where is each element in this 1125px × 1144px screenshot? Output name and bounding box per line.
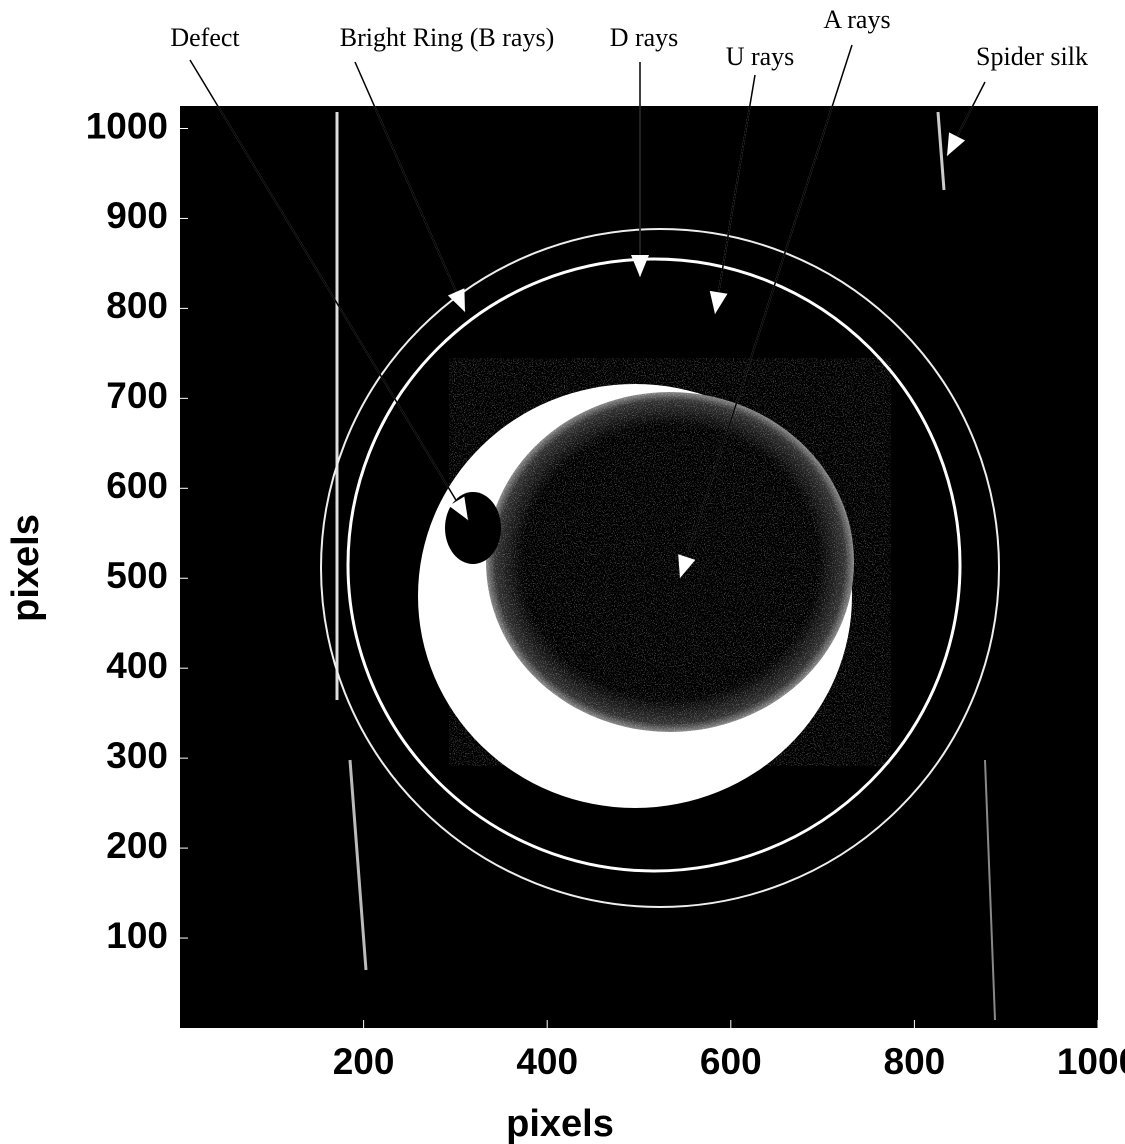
- annotation-arrow: [679, 44, 853, 579]
- streak: [348, 759, 368, 971]
- y-tick-label: 300: [106, 735, 168, 776]
- y-tick-label: 700: [106, 375, 168, 416]
- streak: [984, 759, 996, 1021]
- arrow-head: [678, 554, 696, 578]
- y-tick-label: 100: [106, 915, 168, 956]
- defect: [445, 492, 501, 564]
- y-axis-label: pixels: [5, 514, 47, 622]
- x-tick-label: 1000: [1057, 1041, 1125, 1082]
- annotation-label: D rays: [610, 23, 679, 52]
- spider-silk: [936, 111, 946, 191]
- y-tick-label: 1000: [86, 105, 168, 146]
- bright-ring: [346, 257, 962, 873]
- y-tick-label: 500: [106, 555, 168, 596]
- y-tick-label: 200: [106, 825, 168, 866]
- annotation-arrow: [714, 74, 756, 315]
- annotation-label: A rays: [823, 5, 890, 34]
- arrow-head: [709, 290, 728, 314]
- x-tick-label: 200: [333, 1041, 395, 1082]
- arrow-head: [447, 288, 465, 312]
- annotation-label: Spider silk: [976, 42, 1088, 71]
- annotation-arrow: [189, 59, 469, 521]
- y-tick-label: 600: [106, 465, 168, 506]
- x-tick-label: 800: [884, 1041, 946, 1082]
- annotation-label: Defect: [170, 23, 240, 52]
- core-speckle: [486, 392, 854, 732]
- y-tick-label: 900: [106, 195, 168, 236]
- y-tick-label: 400: [106, 645, 168, 686]
- x-tick-label: 400: [516, 1041, 578, 1082]
- annotation-arrow: [354, 61, 466, 313]
- x-axis-label: pixels: [506, 1103, 614, 1144]
- annotation-label: U rays: [726, 42, 795, 71]
- image-plot: [180, 106, 1098, 1028]
- arrow-head: [631, 255, 649, 277]
- arrow-head: [448, 496, 468, 520]
- x-tick-label: 600: [700, 1041, 762, 1082]
- annotation-label: Bright Ring (B rays): [340, 23, 555, 52]
- arrow-head: [947, 132, 966, 156]
- y-tick-label: 800: [106, 285, 168, 326]
- outer-ring: [320, 228, 1000, 908]
